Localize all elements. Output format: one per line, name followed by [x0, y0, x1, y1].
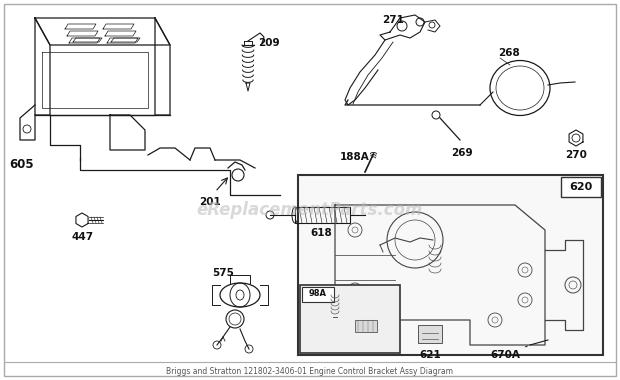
Bar	[355, 320, 377, 332]
Bar	[300, 285, 400, 353]
Text: 269: 269	[451, 148, 473, 158]
Text: 268: 268	[498, 48, 520, 58]
Text: 447: 447	[72, 232, 94, 242]
Text: eReplacementParts.com: eReplacementParts.com	[197, 201, 423, 219]
Text: 188A: 188A	[340, 152, 370, 162]
Text: 605: 605	[10, 158, 34, 171]
Text: 201: 201	[199, 197, 221, 207]
Text: 618: 618	[310, 228, 332, 238]
Text: 670A: 670A	[490, 346, 528, 360]
Bar	[418, 325, 442, 343]
Bar	[298, 175, 603, 355]
Bar	[302, 287, 334, 302]
Text: 271: 271	[382, 15, 404, 25]
Text: 575: 575	[212, 268, 234, 278]
Text: 209: 209	[258, 38, 280, 48]
Text: Briggs and Stratton 121802-3406-01 Engine Control Bracket Assy Diagram: Briggs and Stratton 121802-3406-01 Engin…	[167, 367, 453, 377]
Bar	[561, 177, 601, 197]
Text: 270: 270	[565, 150, 587, 160]
Text: 620: 620	[569, 182, 593, 192]
Text: 621: 621	[419, 350, 441, 360]
Text: 98A: 98A	[309, 290, 327, 299]
